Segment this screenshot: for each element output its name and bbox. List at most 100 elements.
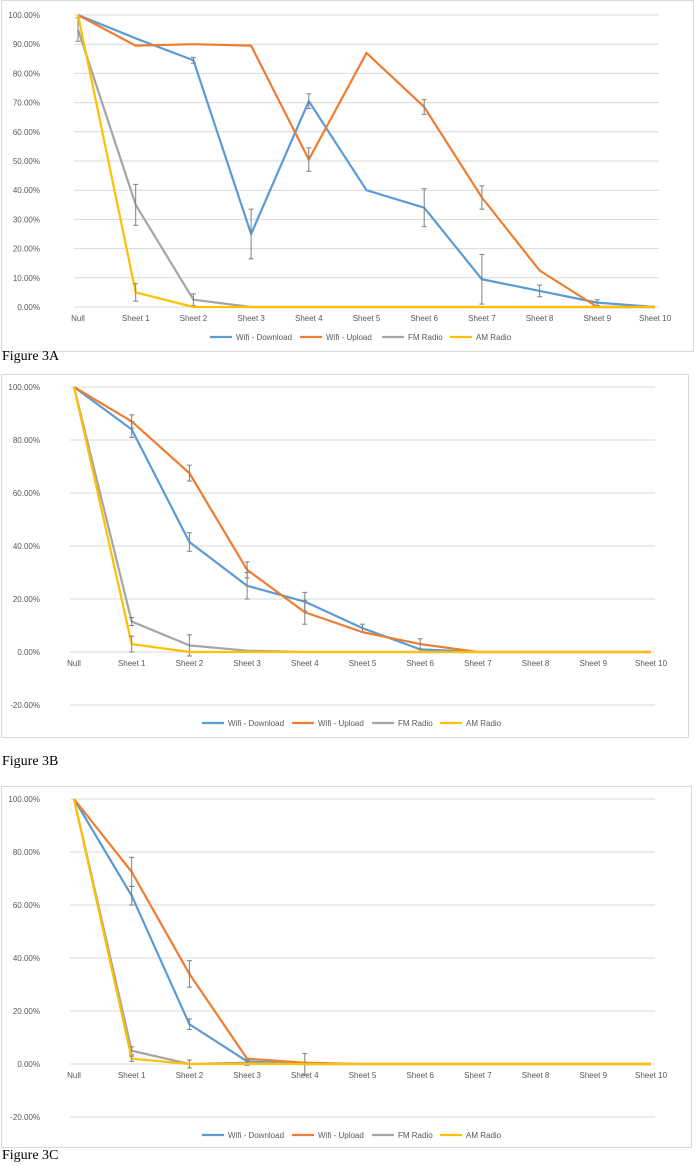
y-tick-label: 0.00% (17, 303, 40, 312)
x-tick-label: Sheet 9 (580, 659, 608, 668)
y-tick-label: 0.00% (17, 648, 40, 657)
legend-label: Wifi - Upload (318, 1131, 364, 1140)
legend-item: FM Radio (372, 1131, 433, 1140)
series-line-wifi-upload (73, 386, 651, 654)
x-tick-label: Sheet 4 (291, 1071, 319, 1080)
x-tick-label: Sheet 3 (237, 314, 265, 323)
error-bar (306, 93, 312, 109)
legend-item: FM Radio (382, 333, 443, 342)
series-line-am-radio (76, 14, 655, 309)
legend-item: AM Radio (450, 333, 512, 342)
x-tick-label: Sheet 3 (233, 1071, 261, 1080)
series-line-fm-radio (76, 29, 655, 309)
legend-item: Wifi - Upload (292, 1131, 364, 1140)
legend-item: FM Radio (372, 719, 433, 728)
error-bar (417, 638, 423, 650)
chart-3c-container: -20.00% 0.00% 20.00% 40.00% 60.00% 80.00% 100.… (1, 786, 692, 1148)
error-bar (244, 561, 250, 579)
legend-label: FM Radio (398, 719, 433, 728)
x-tick-label: Sheet 4 (291, 659, 319, 668)
error-bar (248, 208, 254, 260)
series-line-fm-radio (72, 386, 651, 654)
error-bar (479, 253, 485, 305)
y-tick-label: 80.00% (13, 436, 40, 445)
chart-3b: -20.00% 0.00% 20.00% 40.00% 60.00% 80.00% 100.… (8, 383, 668, 728)
legend-label: Wifi - Download (228, 719, 284, 728)
legend-label: Wifi - Upload (318, 719, 364, 728)
x-tick-label: Sheet 7 (468, 314, 496, 323)
legend-item: AM Radio (440, 719, 502, 728)
legend-item: Wifi - Upload (300, 333, 372, 342)
x-tick-label: Sheet 6 (410, 314, 438, 323)
series-line-wifi-download (73, 798, 651, 1066)
x-tick-label: Null (67, 1071, 81, 1080)
legend-item: Wifi - Download (202, 1131, 284, 1140)
y-tick-label: 10.00% (13, 274, 40, 283)
y-tick-label: -20.00% (10, 1113, 40, 1122)
error-bar (190, 56, 196, 64)
y-tick-label: 70.00% (13, 99, 40, 108)
x-tick-label: Sheet 1 (122, 314, 150, 323)
x-tick-label: Null (71, 314, 85, 323)
legend-label: Wifi - Download (236, 333, 292, 342)
legend-label: AM Radio (466, 719, 502, 728)
error-bar (186, 532, 192, 552)
series-line-wifi-download (73, 386, 651, 654)
error-bar (133, 283, 139, 302)
x-tick-label: Sheet 8 (522, 659, 550, 668)
y-tick-label: 40.00% (13, 954, 40, 963)
x-tick-label: Sheet 10 (639, 314, 672, 323)
figure-3b-caption: Figure 3B (2, 754, 59, 769)
x-tick-label: Sheet 2 (176, 1071, 204, 1080)
legend-label: Wifi - Upload (326, 333, 372, 342)
x-tick-label: Null (67, 659, 81, 668)
legend-item: Wifi - Upload (292, 719, 364, 728)
y-tick-label: 90.00% (13, 40, 40, 49)
x-tick-label: Sheet 6 (406, 1071, 434, 1080)
error-bar (479, 185, 485, 210)
y-tick-label: 0.00% (17, 1060, 40, 1069)
series-line-am-radio (72, 798, 651, 1066)
legend-label: AM Radio (476, 333, 512, 342)
y-tick-label: 60.00% (13, 489, 40, 498)
figure-3a-caption: Figure 3A (2, 349, 60, 364)
x-tick-label: Sheet 8 (526, 314, 554, 323)
error-bar (129, 635, 135, 653)
series-line-am-radio (72, 386, 651, 654)
x-tick-label: Sheet 1 (118, 1071, 146, 1080)
series-line-wifi-upload (77, 14, 655, 309)
x-tick-label: Sheet 3 (233, 659, 261, 668)
error-bar (129, 856, 135, 887)
error-bar (421, 99, 427, 115)
error-bar (302, 599, 308, 625)
x-tick-label: Sheet 6 (406, 659, 434, 668)
y-tick-label: 60.00% (13, 128, 40, 137)
series-line-fm-radio (72, 798, 651, 1066)
x-tick-label: Sheet 9 (584, 314, 612, 323)
x-tick-label: Sheet 2 (180, 314, 208, 323)
error-bar (186, 1018, 192, 1031)
chart-3b-container: -20.00% 0.00% 20.00% 40.00% 60.00% 80.00% 100.… (1, 374, 689, 738)
figure-3c-caption: Figure 3C (2, 1148, 59, 1163)
y-tick-label: 80.00% (13, 69, 40, 78)
error-bar (129, 617, 135, 626)
y-tick-label: 60.00% (13, 901, 40, 910)
x-tick-label: Sheet 8 (522, 1071, 550, 1080)
x-tick-label: Sheet 10 (635, 659, 668, 668)
y-tick-label: 50.00% (13, 157, 40, 166)
y-tick-label: 40.00% (13, 542, 40, 551)
x-tick-label: Sheet 5 (353, 314, 381, 323)
error-bar (133, 183, 139, 226)
y-tick-label: 100.00% (8, 11, 40, 20)
x-tick-label: Sheet 7 (464, 659, 492, 668)
legend-item: Wifi - Download (210, 333, 292, 342)
y-tick-label: 100.00% (8, 383, 40, 392)
error-bar (186, 960, 192, 988)
y-tick-label: 20.00% (13, 1007, 40, 1016)
x-tick-label: Sheet 4 (295, 314, 323, 323)
y-tick-label: 80.00% (13, 848, 40, 857)
chart-3a-container: 0.00% 10.00% 20.00% 30.00% 40.00% 50.00% 60.00… (1, 0, 694, 352)
legend-item: AM Radio (440, 1131, 502, 1140)
y-tick-label: -20.00% (10, 701, 40, 710)
legend-item: Wifi - Download (202, 719, 284, 728)
